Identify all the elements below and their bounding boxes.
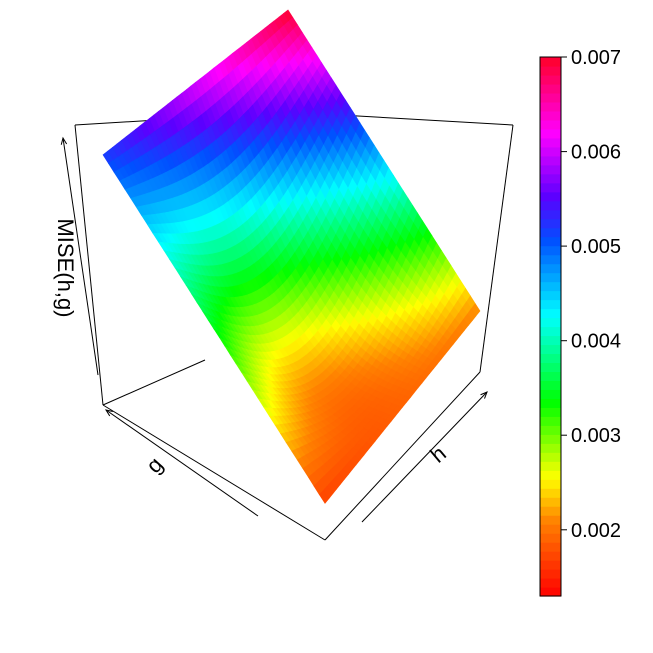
box-edge-front-left [102, 404, 326, 541]
colorbar-frame [539, 56, 562, 597]
colorbar-swatch [540, 308, 561, 319]
colorbar-swatch [540, 101, 561, 112]
colorbar-swatch [540, 560, 561, 570]
colorbar-tick-label: 0.003 [571, 425, 621, 447]
colorbar-swatch [540, 65, 561, 76]
colorbar-swatch [540, 344, 561, 355]
colorbar-swatch [540, 200, 561, 211]
colorbar-swatch [540, 92, 561, 103]
colorbar-swatch [540, 110, 561, 121]
colorbar-swatch [540, 74, 561, 85]
colorbar-swatch [540, 326, 561, 337]
colorbar-swatch [540, 398, 561, 408]
colorbar-swatch [540, 236, 561, 247]
box-edge-front-right [324, 371, 481, 541]
colorbar-swatch [540, 227, 561, 238]
colorbar-swatch [540, 182, 561, 193]
colorbar-swatch [540, 506, 561, 516]
colorbar-swatch [540, 254, 561, 265]
colorbar-swatch [540, 245, 561, 256]
colorbar-swatch [540, 434, 561, 444]
y-axis-label: h [425, 441, 450, 468]
colorbar-swatch [540, 470, 561, 480]
colorbar-swatch [540, 299, 561, 310]
colorbar-swatch [540, 371, 561, 381]
colorbar-swatch [540, 83, 561, 94]
colorbar-swatch [540, 461, 561, 471]
colorbar-swatch [540, 218, 561, 229]
colorbar-swatch [540, 416, 561, 426]
colorbar-tick-label: 0.005 [571, 236, 621, 258]
colorbar-tick-label: 0.007 [571, 47, 621, 69]
colorbar-swatch [540, 452, 561, 462]
x-axis-arrow [105, 409, 259, 517]
colorbar-swatch [540, 569, 561, 579]
colorbar-swatch [540, 57, 561, 67]
z-axis-arrow-head [60, 136, 68, 145]
colorbar-swatch [540, 380, 561, 390]
y-axis-arrow [361, 391, 488, 523]
colorbar-swatch [540, 533, 561, 543]
colorbar-swatch [540, 263, 561, 274]
colorbar-swatch [540, 119, 561, 130]
surface-facet [319, 489, 330, 504]
colorbar-swatch [540, 209, 561, 220]
colorbar: 0.002 0.003 0.004 0.005 0.006 0.007 [539, 47, 621, 597]
z-axis-label: MISE(h,g) [53, 218, 78, 317]
colorbar-swatch [540, 542, 561, 552]
colorbar-swatch [540, 524, 561, 534]
colorbar-swatch [540, 191, 561, 202]
colorbar-tick-label: 0.002 [571, 520, 621, 542]
colorbar-swatch [540, 173, 561, 184]
x-axis-arrow-head [104, 409, 113, 417]
colorbar-tick-label: 0.006 [571, 142, 621, 164]
colorbar-tick-label: 0.004 [571, 331, 621, 353]
colorbar-swatch [540, 497, 561, 507]
colorbar-swatch [540, 362, 561, 373]
colorbar-swatch [540, 407, 561, 417]
colorbar-swatch [540, 578, 561, 588]
colorbar-swatch [540, 587, 561, 597]
colorbar-swatch [540, 290, 561, 301]
colorbar-swatch [540, 272, 561, 283]
box-edge-floor-back [102, 359, 206, 406]
box-edge-right-vertical [479, 124, 514, 373]
surface-mesh [102, 9, 481, 504]
y-axis-arrow-head [480, 391, 488, 399]
x-axis-label: g [141, 452, 168, 478]
colorbar-swatch [540, 155, 561, 166]
colorbar-swatch [540, 443, 561, 453]
colorbar-swatch [540, 164, 561, 175]
colorbar-swatch [540, 515, 561, 525]
colorbar-swatch [540, 137, 561, 148]
colorbar-swatch [540, 317, 561, 328]
colorbar-swatch [540, 146, 561, 157]
z-axis-arrow [62, 137, 99, 376]
plot-box-front [60, 136, 488, 523]
box-edge-left-vertical [74, 124, 104, 406]
colorbar-swatch [540, 353, 561, 364]
colorbar-swatch [540, 128, 561, 139]
colorbar-swatch [540, 281, 561, 292]
colorbar-swatch [540, 425, 561, 435]
colorbar-swatch [540, 335, 561, 346]
colorbar-swatch [540, 551, 561, 561]
colorbar-swatch [540, 389, 561, 399]
colorbar-swatch [540, 479, 561, 489]
colorbar-swatch [540, 488, 561, 498]
